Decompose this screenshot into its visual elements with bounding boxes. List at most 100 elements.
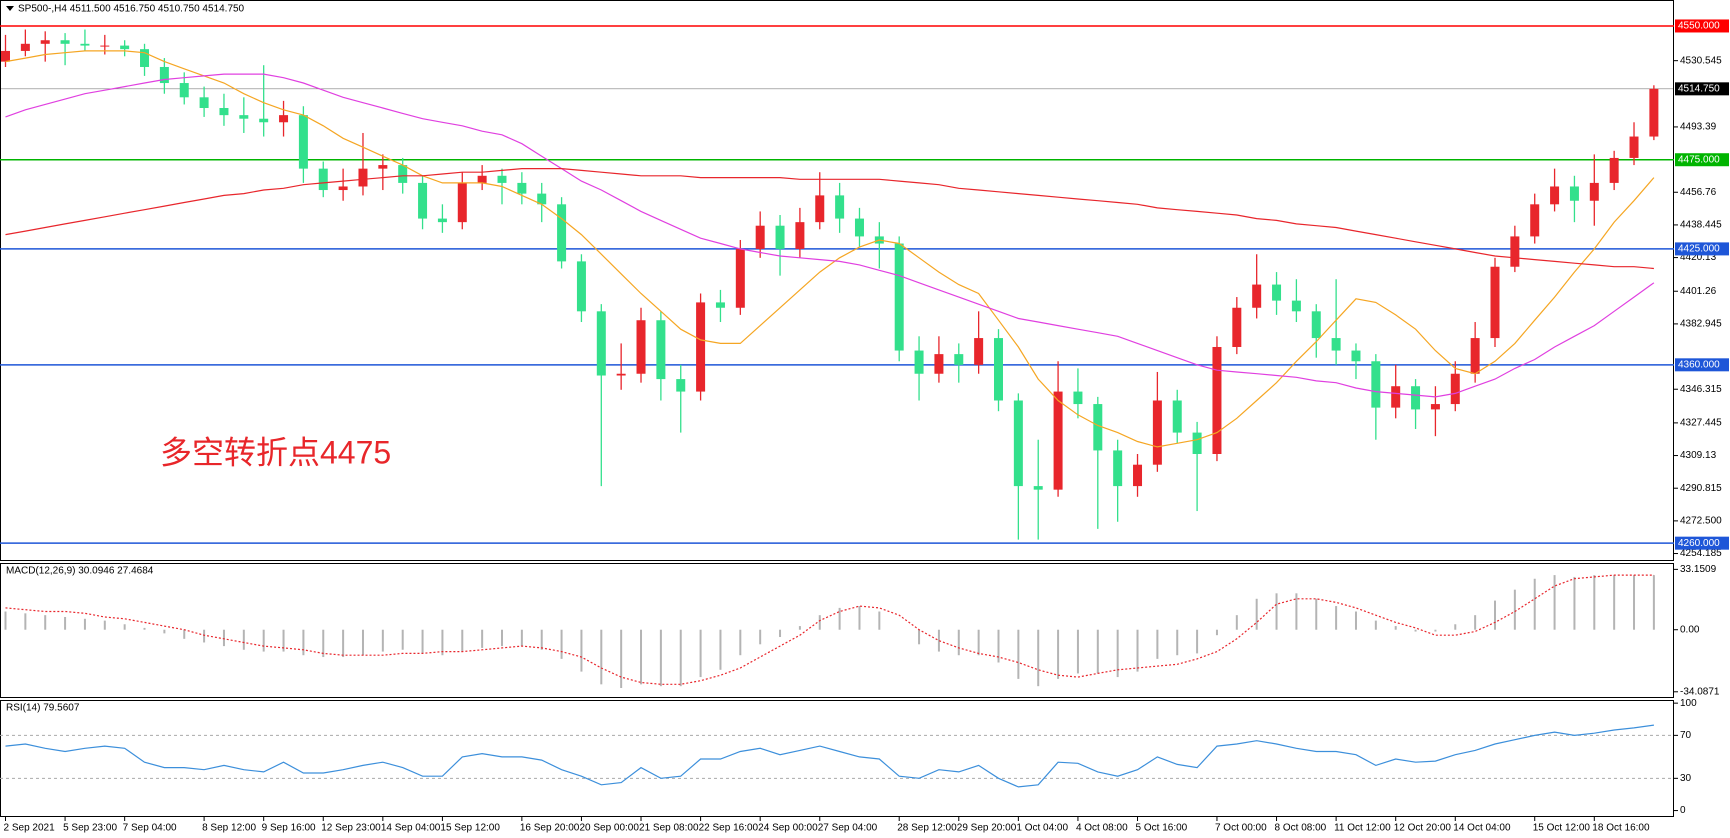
y-tick-label: 4401.26: [1680, 286, 1717, 297]
y-tick-label: 4382.945: [1680, 319, 1722, 330]
candle-body: [60, 40, 70, 44]
macd-bar: [1414, 629, 1417, 632]
x-tick-label: 16 Sep 20:00: [520, 823, 580, 834]
candle-body: [457, 182, 467, 223]
candle-body: [1311, 311, 1321, 339]
candle-body: [596, 311, 606, 376]
candle-body: [358, 168, 368, 187]
macd-bar: [203, 629, 206, 643]
candle-body: [1649, 88, 1659, 137]
x-tick-label: 24 Sep 00:00: [758, 823, 818, 834]
macd-bar: [779, 629, 782, 638]
candle-body: [338, 186, 348, 191]
candle-body: [1212, 346, 1222, 454]
candle-body: [1351, 350, 1361, 362]
candle-body: [239, 115, 249, 119]
y-tick-label: 4309.13: [1680, 450, 1717, 461]
macd-bar: [262, 629, 265, 652]
macd-bar: [1156, 629, 1159, 659]
macd-bar: [957, 629, 960, 656]
x-tick-label: 14 Oct 04:00: [1453, 823, 1511, 834]
macd-bar: [798, 626, 801, 630]
macd-bar: [1533, 578, 1536, 630]
candle-body: [378, 165, 388, 169]
candle-body: [1550, 186, 1560, 205]
y-tick-label: 30: [1680, 773, 1692, 784]
macd-bar: [937, 629, 940, 652]
y-tick-label: 4272.500: [1680, 516, 1722, 527]
candle-body: [20, 43, 30, 51]
x-tick-label: 7 Sep 04:00: [123, 823, 177, 834]
candle-body: [1331, 338, 1341, 351]
macd-bar: [222, 629, 225, 647]
macd-bar: [302, 629, 305, 656]
candle-body: [398, 165, 408, 183]
candle-body: [159, 66, 169, 84]
macd-bar: [163, 629, 166, 634]
macd-bar: [24, 613, 27, 630]
candle-body: [1510, 236, 1520, 267]
macd-bar: [322, 629, 325, 658]
candle-body: [1133, 464, 1143, 487]
y-tick-label: 70: [1680, 730, 1692, 741]
candle-body: [954, 354, 964, 365]
candle-body: [1629, 136, 1639, 158]
candle-body: [1232, 307, 1242, 347]
macd-bar: [481, 629, 484, 648]
candle-body: [497, 175, 507, 183]
moving-average: [5, 73, 1655, 398]
macd-bar: [441, 629, 444, 656]
macd-bar: [1374, 620, 1377, 630]
macd-bar: [1394, 626, 1397, 630]
candle-body: [199, 97, 209, 109]
candle-body: [735, 248, 745, 308]
y-tick-label: -34.0871: [1680, 686, 1720, 697]
x-tick-label: 1 Oct 04:00: [1016, 823, 1068, 834]
macd-bar: [1176, 629, 1179, 656]
candle-body: [636, 320, 646, 374]
candle-body: [1272, 284, 1282, 301]
macd-bar: [580, 629, 583, 672]
macd-bar: [1076, 629, 1079, 674]
macd-bar: [1652, 575, 1655, 630]
level-label: 4260.000: [1678, 538, 1720, 549]
candle-body: [1371, 361, 1381, 408]
y-tick-label: 4346.315: [1680, 384, 1722, 395]
candle-body: [1113, 450, 1123, 487]
candle-body: [537, 193, 547, 205]
macd-bar: [4, 611, 7, 630]
x-tick-label: 15 Sep 12:00: [440, 823, 500, 834]
macd-bar: [1553, 575, 1556, 630]
candle-body: [656, 320, 666, 380]
macd-bar: [640, 629, 643, 685]
macd-bar: [1255, 598, 1258, 630]
candle-body: [100, 45, 110, 47]
candle-body: [696, 302, 706, 392]
macd-bar: [381, 629, 384, 652]
candle-body: [1152, 400, 1162, 465]
candle-body: [279, 115, 289, 123]
y-tick-label: 4530.545: [1680, 55, 1722, 66]
candle-body: [437, 218, 447, 223]
candle-body: [1569, 186, 1579, 201]
candle-body: [80, 43, 90, 46]
rsi-panel: [0, 700, 1674, 817]
candle-body: [894, 243, 904, 351]
macd-bar: [739, 629, 742, 656]
candle-body: [815, 195, 825, 223]
macd-bar: [818, 615, 821, 630]
macd-bar: [64, 616, 67, 630]
rsi-line: [5, 724, 1654, 788]
macd-bar: [719, 629, 722, 670]
candle-body: [557, 204, 567, 262]
x-tick-label: 21 Sep 08:00: [639, 823, 699, 834]
macd-bar: [1235, 615, 1238, 630]
candle-body: [1470, 338, 1480, 374]
macd-bar: [1354, 611, 1357, 630]
x-tick-label: 27 Sep 04:00: [818, 823, 878, 834]
macd-bar: [501, 629, 503, 647]
candle-body: [1490, 266, 1500, 339]
menu-arrow: [6, 6, 14, 11]
macd-bar: [103, 620, 106, 630]
macd-bar: [83, 618, 86, 630]
